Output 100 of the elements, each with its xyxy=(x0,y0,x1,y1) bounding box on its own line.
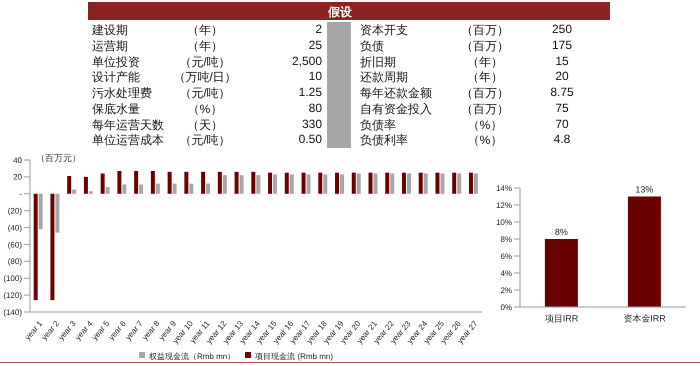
text: （元/吨） xyxy=(178,54,232,70)
bar xyxy=(67,176,72,194)
bar xyxy=(72,190,76,194)
text: 负债率 xyxy=(360,116,396,134)
bar xyxy=(340,174,344,194)
text: （年） xyxy=(186,22,224,39)
bar xyxy=(150,170,155,194)
text: （%） xyxy=(186,100,224,118)
text: 175 xyxy=(550,38,574,52)
bar xyxy=(240,175,244,194)
bar xyxy=(100,174,105,194)
bar xyxy=(290,174,294,194)
bar xyxy=(356,174,361,194)
bar xyxy=(184,172,188,194)
text: 10 xyxy=(308,69,322,84)
bar xyxy=(251,172,256,194)
bar xyxy=(406,174,411,194)
bar xyxy=(38,194,43,230)
text: 15 xyxy=(554,54,570,68)
y-tick-label: (100) xyxy=(3,274,22,284)
bar xyxy=(306,174,311,194)
text: 每年还款金额 xyxy=(360,85,432,102)
text: 保底水量 xyxy=(92,100,140,118)
bar xyxy=(440,174,444,194)
text: （天） xyxy=(186,116,224,134)
bar xyxy=(134,170,138,194)
bar xyxy=(457,174,462,194)
bar xyxy=(206,184,210,194)
bar xyxy=(234,172,239,194)
text: 2 xyxy=(315,22,322,36)
text: 2,500 xyxy=(292,54,322,68)
text: 330 xyxy=(302,116,322,130)
text: （百万） xyxy=(460,85,510,102)
text: 80 xyxy=(308,100,322,115)
y-tick-label: (140) xyxy=(3,308,22,317)
text: 折旧期 xyxy=(360,54,396,70)
bar xyxy=(106,187,110,194)
y-tick-label: (120) xyxy=(3,290,22,300)
bar xyxy=(218,172,222,194)
bar xyxy=(335,172,340,194)
bar xyxy=(50,194,54,300)
bar xyxy=(189,184,194,194)
y-tick-label: - xyxy=(19,190,22,199)
y-tick-label: 6% xyxy=(500,252,512,261)
text: 0.50 xyxy=(298,132,322,146)
bar xyxy=(452,172,456,194)
text: （元/吨） xyxy=(178,85,232,102)
bar xyxy=(435,172,440,194)
legend-label: 权益现金流（Rmb mn） xyxy=(148,352,236,361)
text: （%） xyxy=(466,116,504,134)
text: 75 xyxy=(554,100,570,115)
text: （年） xyxy=(186,38,224,55)
text: 单位投资 xyxy=(92,54,140,70)
bar xyxy=(55,194,60,233)
bar xyxy=(222,175,227,194)
data-label: 13% xyxy=(635,184,654,194)
text: 4.8 xyxy=(552,132,572,146)
bar xyxy=(88,191,93,194)
text: （万吨/日） xyxy=(172,69,238,86)
text: 运营期 xyxy=(92,38,128,55)
bar xyxy=(273,174,278,194)
text: 单位运营成本 xyxy=(92,132,164,150)
text: 25 xyxy=(308,38,322,52)
text: （元/吨） xyxy=(178,132,232,150)
text: 设计产能 xyxy=(92,69,140,86)
y-tick-label: (40) xyxy=(8,223,22,232)
x-tick-label: 资本金IRR xyxy=(623,313,666,324)
bar xyxy=(368,172,372,194)
text: 负债 xyxy=(360,38,384,55)
text: 8.75 xyxy=(549,85,575,99)
bar xyxy=(34,194,38,300)
bar xyxy=(424,174,428,194)
y-tick-label: 14% xyxy=(496,184,512,193)
y-tick-label: 20 xyxy=(13,172,23,182)
bar xyxy=(302,172,306,194)
text: 250 xyxy=(550,22,574,36)
bar xyxy=(172,184,177,194)
bar xyxy=(201,172,206,194)
text: 假设 xyxy=(328,4,352,21)
bar xyxy=(352,172,356,194)
data-label: 8% xyxy=(554,227,568,237)
y-tick-label: 0% xyxy=(500,302,512,312)
x-tick-label: 项目IRR xyxy=(544,313,579,324)
y-tick-label: (60) xyxy=(8,240,22,250)
text: （百万） xyxy=(460,100,510,118)
bar xyxy=(374,174,378,194)
bar xyxy=(318,172,322,194)
y-axis-title: （百万元） xyxy=(36,152,81,165)
legend-label: 项目现金流 (Rmb mn) xyxy=(255,352,333,361)
text: （年） xyxy=(466,54,504,70)
y-tick-label: 8% xyxy=(500,234,512,244)
y-tick-label: 40 xyxy=(13,156,23,165)
bar xyxy=(156,184,160,194)
bar xyxy=(323,174,328,194)
bar xyxy=(284,172,289,194)
bar xyxy=(256,175,260,194)
bar xyxy=(122,184,126,194)
text: （年） xyxy=(466,69,504,86)
text: 还款周期 xyxy=(360,69,408,86)
bar xyxy=(390,174,394,194)
